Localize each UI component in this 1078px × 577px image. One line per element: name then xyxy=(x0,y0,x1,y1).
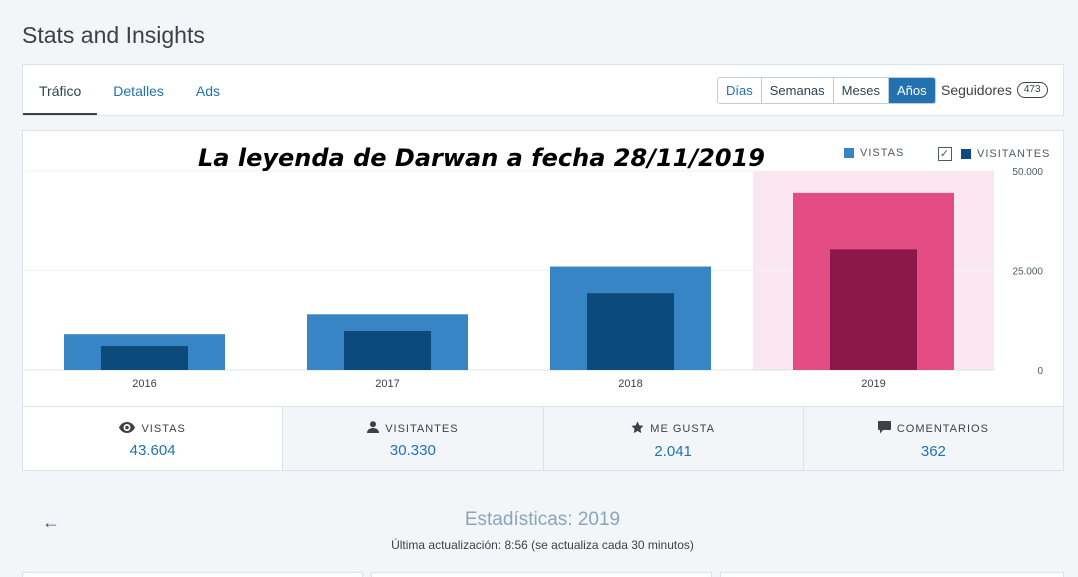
period-selector: Días Semanas Meses Años xyxy=(717,77,936,104)
followers-label: Seguidores xyxy=(941,82,1012,98)
stat-likes-label: ME GUSTA xyxy=(544,421,803,437)
section-title: Estadísticas: 2019 xyxy=(464,509,621,530)
stat-comments-value: 362 xyxy=(920,443,946,460)
legend-visitors-label: VISITANTES xyxy=(977,148,1051,160)
stat-views-label: VISTAS xyxy=(23,421,282,436)
chart-title: La leyenda de Darwan a fecha 28/11/2019 xyxy=(198,144,765,172)
bar-visitors xyxy=(587,293,674,370)
y-tick-label: 0 xyxy=(1037,366,1043,377)
module-panel xyxy=(22,572,363,577)
legend-visitors-swatch xyxy=(961,149,971,159)
bar-visitors xyxy=(830,249,917,370)
chart-card: 50.000 25.000 0 2016 2017 2018 2019 La leyenda… xyxy=(22,130,1064,471)
legend-views: VISTAS xyxy=(844,147,904,159)
period-days-button[interactable]: Días xyxy=(718,78,762,103)
bar-chart: 50.000 25.000 0 2016 2017 2018 2019 xyxy=(23,167,1043,390)
summary-stats: VISTAS 43.604 VISITANTES 30.330 ME GUSTA… xyxy=(23,406,1063,470)
bar-visitors xyxy=(101,346,188,370)
tab-details[interactable]: Detalles xyxy=(113,83,164,99)
legend-views-swatch xyxy=(844,148,854,158)
x-tick-label: 2018 xyxy=(618,378,642,390)
tab-traffic[interactable]: Tráfico xyxy=(23,65,98,115)
star-icon xyxy=(631,421,644,437)
back-arrow-icon[interactable]: ← xyxy=(42,512,60,532)
stat-likes-text: ME GUSTA xyxy=(650,423,715,435)
module-panel xyxy=(371,572,712,577)
stat-comments-label: COMENTARIOS xyxy=(804,421,1063,437)
x-tick-label: 2017 xyxy=(375,378,399,390)
stat-views-value: 43.604 xyxy=(129,442,176,459)
page-title: Stats and Insights xyxy=(22,22,205,48)
stat-views-text: VISTAS xyxy=(141,422,186,435)
legend-visitors[interactable]: ✓ VISITANTES xyxy=(938,147,1050,161)
stat-comments-text: COMENTARIOS xyxy=(896,423,989,435)
stat-tab-visitors[interactable]: VISITANTES 30.330 xyxy=(282,407,543,470)
followers-link[interactable]: Seguidores 473 xyxy=(941,82,1048,98)
module-panel xyxy=(720,572,1064,577)
stat-tab-comments[interactable]: COMENTARIOS 362 xyxy=(802,407,1063,470)
legend-visitors-checkbox[interactable]: ✓ xyxy=(938,147,952,161)
period-months-button[interactable]: Meses xyxy=(833,78,889,103)
last-updated-text: Última actualización: 8:56 (se actualiza… xyxy=(391,538,694,552)
stat-tab-views[interactable]: VISTAS 43.604 xyxy=(23,407,283,470)
followers-count-badge: 473 xyxy=(1016,82,1048,98)
bar-visitors xyxy=(344,330,431,370)
eye-icon xyxy=(119,421,136,436)
tab-ads[interactable]: Ads xyxy=(195,83,220,99)
legend-views-label: VISTAS xyxy=(860,147,905,159)
y-tick-label: 25.000 xyxy=(1012,267,1043,278)
stats-navigation: Tráfico Detalles Ads Días Semanas Meses … xyxy=(22,64,1064,116)
period-years-button[interactable]: Años xyxy=(888,78,935,103)
comment-icon xyxy=(877,421,891,437)
stat-visitors-text: VISITANTES xyxy=(385,422,459,435)
stat-likes-value: 2.041 xyxy=(654,443,692,460)
stat-tab-likes[interactable]: ME GUSTA 2.041 xyxy=(542,407,803,470)
period-weeks-button[interactable]: Semanas xyxy=(761,78,834,103)
person-icon xyxy=(367,421,380,436)
section-tabs: Tráfico Detalles Ads xyxy=(23,65,236,115)
stat-visitors-label: VISITANTES xyxy=(283,421,542,436)
x-tick-label: 2016 xyxy=(132,378,156,390)
x-tick-label: 2019 xyxy=(861,378,885,390)
stat-visitors-value: 30.330 xyxy=(389,442,436,459)
y-tick-label: 50.000 xyxy=(1012,167,1043,178)
